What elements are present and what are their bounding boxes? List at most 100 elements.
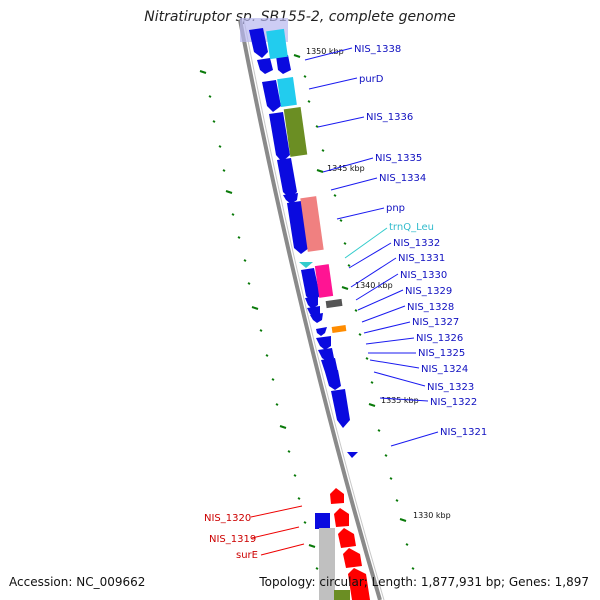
cds-nis-1320 — [315, 513, 330, 529]
leader-line — [330, 177, 378, 191]
cds-small-a — [283, 193, 298, 204]
label-nis-1334[interactable]: NIS_1334 — [379, 173, 426, 184]
label-trnq-leu[interactable]: trnQ_Leu — [389, 222, 434, 233]
accession-text: Accession: NC_009662 — [9, 575, 146, 589]
label-nis-1338[interactable]: NIS_1338 — [354, 44, 401, 55]
scale-tick-major — [316, 169, 324, 173]
cds-purd-a — [257, 58, 273, 74]
label-nis-1320[interactable]: NIS_1320 — [204, 513, 251, 524]
label-pnp[interactable]: pnp — [386, 203, 405, 214]
label-nis-1327[interactable]: NIS_1327 — [412, 317, 459, 328]
leader-line — [355, 273, 399, 301]
scale-tick — [303, 75, 307, 78]
scale-tick — [293, 474, 297, 477]
leader-line — [317, 116, 365, 128]
scale-tick — [303, 521, 307, 524]
kbp-label: 1340 kbp — [355, 281, 393, 290]
label-nis-1335[interactable]: NIS_1335 — [375, 153, 422, 164]
scale-tick — [222, 169, 226, 172]
leader-line — [369, 359, 420, 369]
scale-tick — [358, 333, 362, 336]
cds-purd-b — [276, 55, 291, 74]
label-leaders — [304, 47, 439, 447]
scale-tick — [287, 450, 291, 453]
scale-tick — [333, 194, 337, 197]
kbp-label: 1345 kbp — [327, 164, 365, 173]
scale-tick-major — [199, 70, 207, 74]
kbp-label: 1335 kbp — [381, 396, 419, 405]
label-nis-1324[interactable]: NIS_1324 — [421, 364, 468, 375]
kbp-label: 1350 kbp — [306, 47, 344, 56]
label-nis-1321[interactable]: NIS_1321 — [440, 427, 487, 438]
scale-tick — [377, 429, 381, 432]
cog-block-olive — [283, 106, 308, 157]
scale-tick — [297, 497, 301, 500]
cds-rev-a — [330, 488, 344, 504]
scale-tick — [411, 567, 415, 570]
label-nis-1319[interactable]: NIS_1319 — [209, 534, 256, 545]
scale-tick-major — [293, 54, 301, 58]
cog-block-lightgray — [319, 528, 335, 600]
scale-tick — [212, 120, 216, 123]
cog-block-cyan-b — [277, 77, 297, 107]
leader-line-trna — [344, 227, 388, 259]
cds-nis-1336 — [262, 80, 281, 112]
scale-tick-major — [308, 544, 316, 548]
leader-line — [250, 505, 303, 518]
cds-rev-c — [338, 528, 356, 548]
label-nis-1332[interactable]: NIS_1332 — [393, 238, 440, 249]
scale-tick-major — [225, 190, 233, 194]
cds-small-d — [310, 313, 323, 323]
cds-nis-1321 — [347, 452, 358, 458]
scale-tick-major — [399, 518, 407, 522]
scale-tick — [243, 259, 247, 262]
cog-block-magenta — [314, 264, 334, 298]
scale-tick-major — [341, 286, 349, 290]
cog-block-cyan-a — [266, 28, 288, 60]
cds-nis-1335 — [269, 112, 290, 162]
leader-line — [390, 431, 439, 447]
cog-block-orange — [331, 325, 347, 333]
scale-tick — [247, 282, 251, 285]
scale-tick — [347, 264, 351, 267]
trna-trnq-leu — [299, 262, 313, 268]
leader-line — [304, 47, 353, 61]
cds-rev-d — [343, 548, 362, 568]
label-nis-1328[interactable]: NIS_1328 — [407, 302, 454, 313]
leader-line — [373, 371, 426, 387]
leader-line — [348, 242, 392, 269]
label-nis-1329[interactable]: NIS_1329 — [405, 286, 452, 297]
label-nis-1330[interactable]: NIS_1330 — [400, 270, 447, 281]
scale-tick — [354, 309, 358, 312]
scale-tick — [389, 477, 393, 480]
genome-backbone — [238, 19, 382, 600]
label-nis-1325[interactable]: NIS_1325 — [418, 348, 465, 359]
scale-tick — [343, 242, 347, 245]
scale-tick — [259, 329, 263, 332]
scale-tick — [339, 219, 343, 222]
label-purd[interactable]: purD — [359, 74, 384, 85]
label-sure[interactable]: surE — [236, 550, 258, 561]
label-nis-1326[interactable]: NIS_1326 — [416, 333, 463, 344]
scale-tick — [307, 100, 311, 103]
label-nis-1336[interactable]: NIS_1336 — [366, 112, 413, 123]
cds-nis-1334 — [277, 158, 297, 198]
scale-tick — [365, 357, 369, 360]
scale-tick — [265, 354, 269, 357]
scale-tick — [370, 381, 374, 384]
scale-tick — [231, 213, 235, 216]
label-nis-1331[interactable]: NIS_1331 — [398, 253, 445, 264]
label-nis-1322[interactable]: NIS_1322 — [430, 397, 477, 408]
leader-line — [251, 526, 300, 539]
scale-tick — [218, 145, 222, 148]
scale-tick — [315, 567, 319, 570]
cds-nis-1326 — [316, 327, 327, 336]
label-nis-1323[interactable]: NIS_1323 — [427, 382, 474, 393]
scale-tick — [237, 236, 241, 239]
leader-line — [350, 257, 397, 288]
cds-pnp — [287, 201, 309, 254]
leader-line — [357, 289, 404, 311]
leader-line — [336, 207, 385, 220]
scale-tick — [275, 403, 279, 406]
